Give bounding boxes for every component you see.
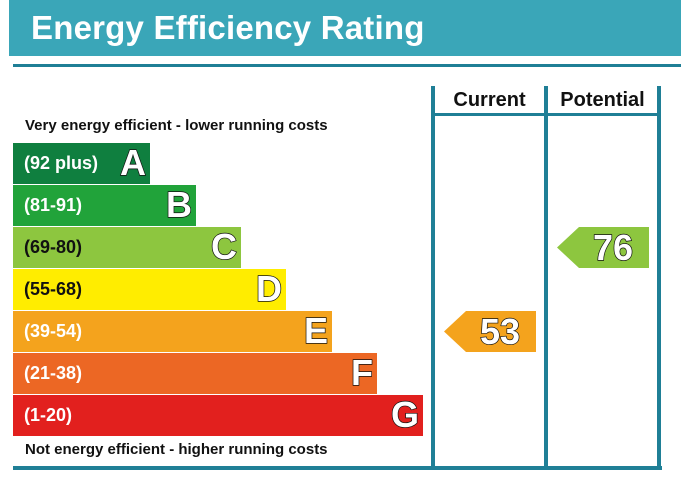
band-b: (81-91) B (13, 183, 196, 226)
potential-arrow-shape (557, 227, 649, 268)
header-banner: Energy Efficiency Rating (9, 0, 681, 56)
potential-column-right-border (657, 86, 661, 470)
band-e-range: (39-54) (24, 321, 83, 341)
band-d: (55-68) D (13, 267, 286, 310)
band-b-letter: B (165, 183, 192, 225)
band-g: (1-20) G (13, 393, 423, 436)
band-a: (92 plus) A (13, 141, 150, 184)
current-column-left-border (431, 86, 435, 470)
page-title: Energy Efficiency Rating (31, 9, 425, 46)
not-efficient-caption: Not energy efficient - higher running co… (25, 441, 328, 458)
current-rating-arrow: 53 (444, 310, 536, 352)
current-arrow-shape (444, 311, 536, 352)
band-b-range: (81-91) (24, 195, 83, 215)
current-rating-value: 53 (479, 310, 521, 352)
potential-column-header: Potential (560, 88, 645, 111)
band-g-range: (1-20) (24, 405, 73, 425)
band-c: (69-80) C (13, 225, 241, 268)
current-column-header: Current (453, 88, 526, 111)
band-f: (21-38) F (13, 351, 377, 394)
potential-rating-arrow: 76 (557, 226, 649, 268)
band-e: (39-54) E (13, 309, 332, 352)
very-efficient-caption: Very energy efficient - lower running co… (25, 117, 328, 134)
frame-top-border (13, 64, 681, 67)
band-e-letter: E (303, 309, 328, 351)
band-a-letter: A (119, 141, 146, 183)
band-f-range: (21-38) (24, 363, 83, 383)
band-a-range: (92 plus) (24, 153, 99, 173)
band-f-letter: F (350, 351, 373, 393)
frame-bottom-border (13, 466, 662, 470)
band-d-range: (55-68) (24, 279, 83, 299)
band-c-letter: C (210, 225, 237, 267)
column-header-underline (431, 113, 661, 116)
band-g-letter: G (390, 393, 419, 435)
band-c-range: (69-80) (24, 237, 83, 257)
band-d-letter: D (255, 267, 282, 309)
current-column-right-border (544, 86, 548, 470)
potential-rating-value: 76 (592, 226, 634, 268)
